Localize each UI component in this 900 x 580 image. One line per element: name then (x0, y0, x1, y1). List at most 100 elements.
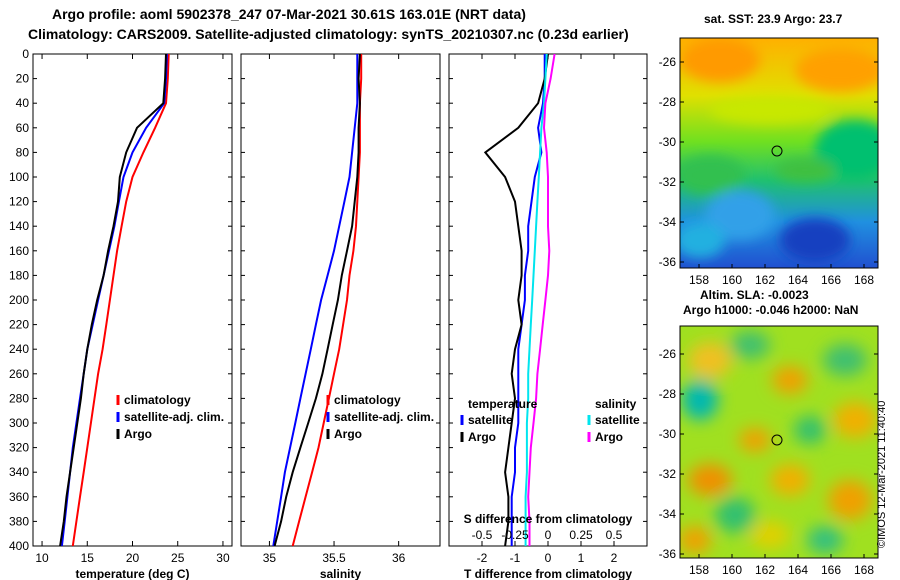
legend-title-temperature: temperature (468, 397, 538, 411)
sla-argo-location-marker (771, 434, 783, 446)
y-tick-label: 160 (9, 244, 29, 258)
map-lon-label: 164 (788, 563, 808, 577)
map-lon-label: 168 (854, 273, 874, 287)
header-line-1: Argo profile: aoml 5902378_247 07-Mar-20… (52, 6, 526, 22)
map-lon-label: 158 (689, 563, 709, 577)
sla-map-image (680, 326, 878, 558)
y-tick-label: 120 (9, 195, 29, 209)
series-line-s-argo (527, 53, 556, 546)
profile-charts: 0204060801001201401601802002202402602803… (9, 47, 648, 580)
y-tick-label: 400 (9, 539, 29, 553)
x-tick-label: 25 (171, 551, 185, 565)
map-lon-label: 160 (722, 273, 742, 287)
x-tick-label: -1 (510, 551, 521, 565)
y-tick-label: 40 (16, 96, 30, 110)
x-tick-label: 36 (392, 551, 406, 565)
profile-panel-2: 35 35.5 36 salinity climatology satellite-adj… (240, 53, 441, 580)
y-tick-label: 300 (9, 416, 29, 430)
y-tick-label: 0 (22, 47, 29, 61)
map-lon-label: 168 (854, 563, 874, 577)
sla-map-title: Altim. SLA: -0.0023 (700, 288, 809, 302)
legend-label: satellite (468, 413, 513, 427)
x-axis-label: temperature (deg C) (75, 567, 189, 580)
x-axis-label: T difference from climatology (464, 567, 632, 580)
legend-label: Argo (468, 430, 496, 444)
plot-frame (448, 53, 648, 547)
y-tick-label: 140 (9, 219, 29, 233)
map-lon-label: 166 (821, 563, 841, 577)
map-lat-label: -34 (659, 507, 677, 521)
map-lat-label: -26 (659, 347, 677, 361)
y-tick-label: 380 (9, 514, 29, 528)
x2-tick-label: -0.5 (472, 528, 493, 542)
map-lon-label: 160 (722, 563, 742, 577)
series-line-s-satellite (524, 53, 548, 546)
map-lat-label: -32 (659, 467, 677, 481)
profile-panel-1: 0 20 40 60 80 100 120 140 160 180 200 220 240 260 280 3… (9, 47, 233, 580)
x-tick-label: 1 (578, 551, 585, 565)
legend-label: climatology (334, 393, 401, 407)
plot-frame (32, 53, 233, 547)
x-tick-label: 35 (263, 551, 277, 565)
y-tick-label: 20 (16, 72, 30, 86)
x-tick-label: 30 (216, 551, 230, 565)
x2-tick-label: 0 (545, 528, 552, 542)
y-tick-label: 240 (9, 342, 29, 356)
legend-label: Argo (595, 430, 623, 444)
map-lat-label: -36 (659, 547, 677, 561)
y-tick-label: 60 (16, 121, 30, 135)
x-tick-label: 10 (35, 551, 49, 565)
header-line-2: Climatology: CARS2009. Satellite-adjuste… (28, 26, 629, 42)
map-lat-label: -36 (659, 255, 677, 269)
map-lon-label: 162 (755, 273, 775, 287)
map-lat-label: -26 (659, 55, 677, 69)
argo-height-title: Argo h1000: -0.046 h2000: NaN (683, 303, 859, 317)
y-tick-label: 340 (9, 465, 29, 479)
y-tick-label: 320 (9, 441, 29, 455)
series-line-t-satellite (510, 54, 546, 546)
x-tick-label: 0 (545, 551, 552, 565)
y-tick-label: 180 (9, 268, 29, 282)
map-lat-label: -28 (659, 387, 677, 401)
map-lat-label: -34 (659, 215, 677, 229)
x-tick-label: 35.5 (322, 551, 346, 565)
map-lon-label: 162 (755, 563, 775, 577)
legend-label: Argo (334, 427, 362, 441)
sst-map-image (680, 38, 878, 268)
y-tick-label: 100 (9, 170, 29, 184)
y-tick-label: 200 (9, 293, 29, 307)
series-line-climatology (291, 54, 363, 547)
y-tick-label: 220 (9, 318, 29, 332)
legend-label: satellite-adj. clim. (334, 410, 434, 424)
x-axis-label: salinity (320, 567, 362, 580)
plot-frame (240, 53, 441, 547)
legend-label: satellite-adj. clim. (124, 410, 224, 424)
x2-tick-label: 0.25 (569, 528, 593, 542)
sst-map-frame (679, 37, 879, 269)
sst-argo-location-marker (771, 145, 783, 157)
x2-tick-label: -0.25 (501, 528, 529, 542)
y-tick-label: 80 (16, 145, 30, 159)
legend-label: climatology (124, 393, 191, 407)
x-tick-label: 2 (611, 551, 618, 565)
sst-map-title: sat. SST: 23.9 Argo: 23.7 (704, 12, 843, 26)
map-lat-label: -30 (659, 427, 677, 441)
x-tick-label: 20 (126, 551, 140, 565)
imos-credit: ©IMOS 12-Mar-2021 11:40:40 (876, 400, 888, 548)
series-line-satellite-adj-clim- (272, 54, 359, 547)
y-tick-label: 360 (9, 490, 29, 504)
map-lon-label: 166 (821, 273, 841, 287)
x-tick-label: 15 (81, 551, 95, 565)
series-line-climatology (71, 53, 170, 547)
map-lon-label: 164 (788, 273, 808, 287)
legend-title-salinity: salinity (595, 397, 637, 411)
series-line-argo (59, 53, 167, 547)
map-lat-label: -30 (659, 135, 677, 149)
map-lat-label: -28 (659, 95, 677, 109)
x2-axis-label: S difference from climatology (464, 512, 633, 526)
map-lon-label: 158 (689, 273, 709, 287)
x2-tick-label: 0.5 (606, 528, 623, 542)
y-tick-label: 280 (9, 391, 29, 405)
profile-panel-3: -2 -1 0 1 2 T difference from climatology temp… (448, 53, 648, 580)
x-tick-label: -2 (477, 551, 488, 565)
